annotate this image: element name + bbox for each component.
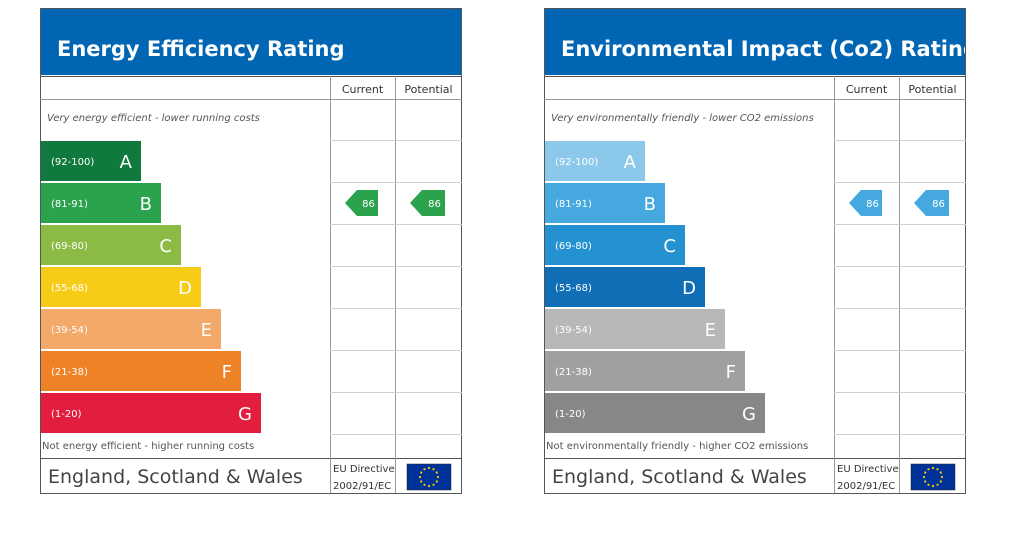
- eu-star: [927, 483, 930, 486]
- band-bar-f: [41, 351, 241, 391]
- top-note: Very environmentally friendly - lower CO…: [551, 113, 814, 124]
- band-bar-g: [545, 393, 765, 433]
- eu-star: [931, 484, 935, 488]
- eu-star: [940, 475, 944, 479]
- current-rating-value: 86: [866, 199, 879, 210]
- band-letter-c: C: [663, 236, 676, 257]
- band-letter-e: E: [705, 320, 716, 341]
- eu-star: [931, 466, 935, 470]
- column-header-current: Current: [342, 83, 384, 96]
- eu-star: [420, 471, 423, 474]
- band-letter-f: F: [222, 362, 232, 383]
- eu-directive-line2: 2002/91/EC: [333, 481, 391, 492]
- band-bar-a: [41, 141, 141, 181]
- band-bar-b: [545, 183, 665, 223]
- eu-star: [423, 483, 426, 486]
- band-letter-f: F: [726, 362, 736, 383]
- band-bar-f: [545, 351, 745, 391]
- eu-flag-icon: [910, 463, 956, 491]
- band-letter-g: G: [742, 404, 756, 425]
- bottom-note: Not energy efficient - higher running co…: [42, 441, 254, 452]
- band-bar-d: [41, 267, 201, 307]
- bottom-note: Not environmentally friendly - higher CO…: [546, 441, 808, 452]
- current-rating-value: 86: [362, 199, 375, 210]
- eu-star: [418, 475, 422, 479]
- header-bar: [544, 8, 966, 75]
- band-range-a: (92-100): [51, 157, 94, 168]
- band-range-b: (81-91): [51, 199, 88, 210]
- eu-star: [924, 471, 927, 474]
- current-rating-arrow: [849, 190, 882, 216]
- chart-title: Energy Efficiency Rating: [57, 37, 345, 61]
- chart-title: Environmental Impact (Co2) Rating: [561, 37, 978, 61]
- column-header-current: Current: [846, 83, 888, 96]
- eu-star: [436, 475, 440, 479]
- potential-rating-arrow: [410, 190, 445, 216]
- eu-star: [423, 468, 426, 471]
- eu-flag-icon: [406, 463, 452, 491]
- potential-rating-arrow: [914, 190, 949, 216]
- eu-star: [435, 480, 438, 483]
- potential-rating-value: 86: [428, 199, 441, 210]
- band-range-e: (39-54): [555, 325, 592, 336]
- footer-region: England, Scotland & Wales: [48, 466, 303, 488]
- column-header-potential: Potential: [908, 83, 956, 96]
- eu-star: [427, 466, 431, 470]
- band-letter-d: D: [178, 278, 192, 299]
- band-letter-b: B: [644, 194, 656, 215]
- band-range-f: (21-38): [555, 367, 592, 378]
- band-bar-e: [41, 309, 221, 349]
- panel-frame: [544, 8, 966, 494]
- band-range-e: (39-54): [51, 325, 88, 336]
- eu-star: [927, 468, 930, 471]
- eu-directive-line1: EU Directive: [837, 464, 899, 475]
- eu-star: [939, 471, 942, 474]
- eu-directive-line2: 2002/91/EC: [837, 481, 895, 492]
- band-letter-d: D: [682, 278, 696, 299]
- band-bar-c: [41, 225, 181, 265]
- band-bar-b: [41, 183, 161, 223]
- band-bar-e: [545, 309, 725, 349]
- band-range-c: (69-80): [555, 241, 592, 252]
- band-range-b: (81-91): [555, 199, 592, 210]
- eu-star: [420, 480, 423, 483]
- band-bar-g: [41, 393, 261, 433]
- epc-panel-environmental: Environmental Impact (Co2) Rating Current…: [544, 8, 978, 494]
- eu-star: [922, 475, 926, 479]
- band-range-c: (69-80): [51, 241, 88, 252]
- header-bar: [40, 8, 462, 75]
- band-range-g: (1-20): [555, 409, 586, 420]
- eu-star: [432, 483, 435, 486]
- eu-directive-line1: EU Directive: [333, 464, 395, 475]
- epc-panel-energy: Energy Efficiency Rating Current Potential…: [40, 8, 462, 494]
- band-letter-c: C: [159, 236, 172, 257]
- band-letter-e: E: [201, 320, 212, 341]
- eu-star: [432, 468, 435, 471]
- eu-star: [936, 468, 939, 471]
- eu-star: [939, 480, 942, 483]
- band-letter-a: A: [120, 152, 133, 173]
- band-letter-a: A: [624, 152, 637, 173]
- band-bar-c: [545, 225, 685, 265]
- band-range-a: (92-100): [555, 157, 598, 168]
- eu-star: [427, 484, 431, 488]
- band-letter-b: B: [140, 194, 152, 215]
- band-range-g: (1-20): [51, 409, 82, 420]
- band-bar-a: [545, 141, 645, 181]
- eu-star: [936, 483, 939, 486]
- band-range-d: (55-68): [51, 283, 88, 294]
- band-letter-g: G: [238, 404, 252, 425]
- panel-frame: [40, 8, 462, 494]
- band-range-d: (55-68): [555, 283, 592, 294]
- potential-rating-value: 86: [932, 199, 945, 210]
- column-header-potential: Potential: [404, 83, 452, 96]
- band-range-f: (21-38): [51, 367, 88, 378]
- current-rating-arrow: [345, 190, 378, 216]
- eu-star: [435, 471, 438, 474]
- band-bar-d: [545, 267, 705, 307]
- footer-region: England, Scotland & Wales: [552, 466, 807, 488]
- top-note: Very energy efficient - lower running co…: [47, 113, 260, 124]
- eu-star: [924, 480, 927, 483]
